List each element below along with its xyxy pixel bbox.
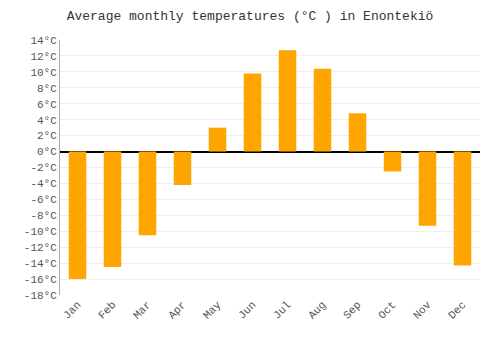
- svg-text:6°C: 6°C: [37, 99, 57, 111]
- svg-text:Nov: Nov: [411, 299, 434, 322]
- svg-text:14°C: 14°C: [30, 35, 57, 47]
- svg-text:Jun: Jun: [236, 299, 258, 321]
- svg-text:-8°C: -8°C: [30, 210, 57, 222]
- svg-text:-14°C: -14°C: [24, 258, 57, 270]
- svg-text:Apr: Apr: [166, 299, 188, 321]
- svg-text:12°C: 12°C: [30, 51, 57, 63]
- svg-text:Sep: Sep: [341, 299, 363, 321]
- svg-text:-6°C: -6°C: [30, 194, 57, 206]
- svg-text:Mar: Mar: [131, 299, 153, 321]
- svg-text:-4°C: -4°C: [30, 178, 57, 190]
- svg-text:-12°C: -12°C: [24, 242, 57, 254]
- svg-text:Jul: Jul: [271, 299, 293, 321]
- svg-text:4°C: 4°C: [37, 115, 57, 127]
- svg-text:May: May: [201, 299, 224, 322]
- svg-text:Feb: Feb: [96, 299, 118, 321]
- svg-text:Jan: Jan: [61, 299, 83, 321]
- svg-text:0°C: 0°C: [37, 146, 57, 158]
- svg-text:-10°C: -10°C: [24, 226, 57, 238]
- svg-text:8°C: 8°C: [37, 83, 57, 95]
- svg-text:Average monthly temperatures (: Average monthly temperatures (°C ) in En…: [67, 9, 434, 24]
- svg-text:10°C: 10°C: [30, 67, 57, 79]
- svg-text:Aug: Aug: [306, 299, 328, 321]
- svg-text:-16°C: -16°C: [24, 274, 57, 286]
- svg-text:2°C: 2°C: [37, 130, 57, 142]
- svg-text:-2°C: -2°C: [30, 162, 57, 174]
- svg-text:Dec: Dec: [446, 299, 468, 321]
- svg-text:-18°C: -18°C: [24, 290, 57, 302]
- svg-text:Oct: Oct: [376, 299, 398, 321]
